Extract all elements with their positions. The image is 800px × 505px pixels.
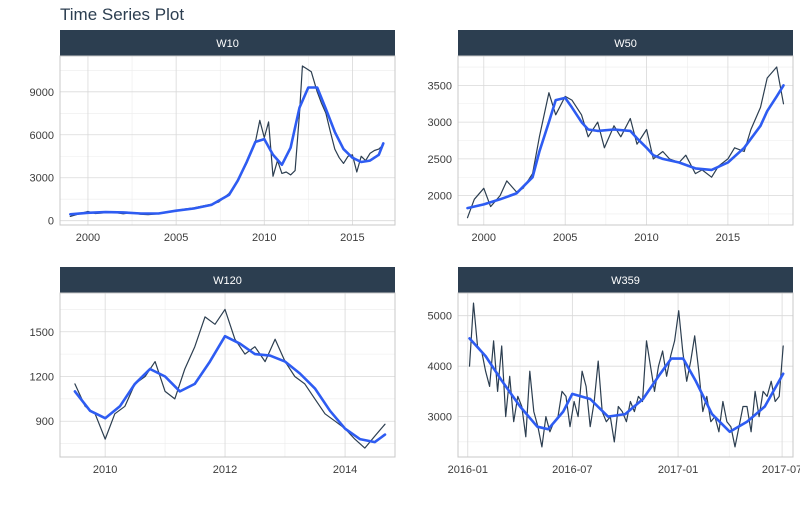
smoothed-series-line	[73, 334, 387, 444]
y-tick-label: 2000	[428, 191, 452, 203]
x-tick-label: 2012	[213, 464, 237, 476]
x-tick-label: 2017-07	[762, 464, 800, 476]
smoothed-series-line	[466, 84, 785, 210]
x-tick-label: 2014	[333, 464, 357, 476]
x-tick-label: 2015	[716, 232, 740, 244]
panel-border	[457, 292, 794, 458]
panel-strip	[458, 30, 793, 56]
observed-series-line	[468, 302, 784, 448]
y-tick-label: 900	[36, 416, 54, 428]
x-tick-label: 2010	[93, 464, 117, 476]
smoothed-series-line	[468, 337, 785, 434]
x-tick-label: 2010	[634, 232, 658, 244]
smoothed-series-line	[69, 86, 385, 216]
x-tick-label: 2016-07	[552, 464, 592, 476]
x-tick-label: 2005	[164, 232, 188, 244]
y-tick-label: 3000	[30, 173, 54, 185]
y-tick-label: 3000	[428, 117, 452, 129]
panel-strip-label: W50	[614, 38, 637, 50]
x-tick-label: 2015	[340, 232, 364, 244]
panel-strip-label: W10	[216, 38, 239, 50]
panel-border	[457, 55, 794, 226]
y-tick-label: 1500	[30, 327, 54, 339]
x-tick-label: 2017-01	[658, 464, 698, 476]
panel-border	[59, 292, 396, 458]
x-tick-label: 2016-01	[448, 464, 488, 476]
y-tick-label: 5000	[428, 311, 452, 323]
x-tick-label: 2000	[472, 232, 496, 244]
x-tick-label: 2010	[252, 232, 276, 244]
y-tick-label: 1200	[30, 371, 54, 383]
y-tick-label: 3500	[428, 80, 452, 92]
y-tick-label: 0	[48, 216, 54, 228]
y-tick-label: 2500	[428, 154, 452, 166]
panel-w10: W10 0 3000 6000 9000 2000 2005 2010 2015	[30, 30, 396, 244]
observed-series-line	[69, 65, 384, 217]
observed-series-line	[74, 308, 386, 449]
panel-w359: W359 3000 4000 5000 2016-01 2016-07 2017-01 201…	[428, 267, 800, 476]
x-tick-label: 2005	[553, 232, 577, 244]
panel-strip-label: W120	[213, 275, 242, 287]
panel-w120: W120 900 1200 1500 2010 2012 2014	[30, 267, 396, 476]
y-tick-label: 4000	[428, 361, 452, 373]
y-tick-label: 6000	[30, 130, 54, 142]
panel-strip	[60, 267, 395, 293]
page-title: Time Series Plot	[60, 5, 185, 24]
panel-border	[59, 55, 396, 226]
panel-strip	[458, 267, 793, 293]
panel-strip-label: W359	[611, 275, 640, 287]
y-tick-label: 9000	[30, 87, 54, 99]
x-tick-label: 2000	[76, 232, 100, 244]
y-tick-label: 3000	[428, 412, 452, 424]
panel-w50: W50 2000 2500 3000 3500 2000 2005 2010 2015	[428, 30, 794, 244]
panel-strip	[60, 30, 395, 56]
